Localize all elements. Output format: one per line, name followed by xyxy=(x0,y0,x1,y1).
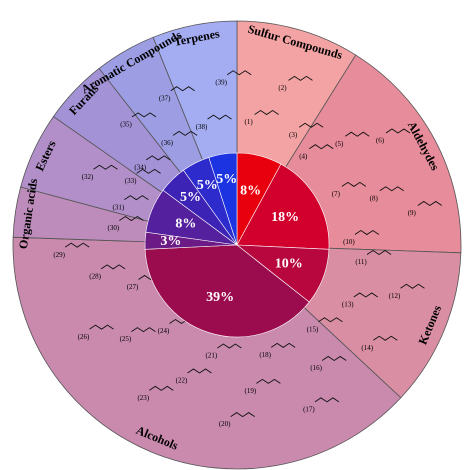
structure xyxy=(170,86,195,92)
compound-number: (19) xyxy=(245,387,257,395)
structure xyxy=(64,242,90,248)
structure xyxy=(136,168,161,174)
compound-number: (3) xyxy=(289,131,298,139)
compound-number: (35) xyxy=(120,120,132,128)
structure xyxy=(131,112,157,118)
pie-slice xyxy=(236,163,330,250)
pie-slice xyxy=(144,244,310,338)
value-label: 3% xyxy=(160,234,181,249)
compound-number: (27) xyxy=(127,283,139,291)
structure xyxy=(145,155,171,161)
structure xyxy=(400,283,425,289)
compound-number: (30) xyxy=(108,224,120,232)
structure xyxy=(366,249,392,256)
compound-number: (14) xyxy=(361,344,373,352)
compound-number: (36) xyxy=(161,139,173,147)
structure xyxy=(288,75,313,81)
compound-number: (21) xyxy=(206,352,218,360)
compound-number: (16) xyxy=(310,364,322,372)
structure xyxy=(93,164,118,170)
structure xyxy=(226,70,252,76)
structure xyxy=(385,128,411,134)
structure xyxy=(172,130,198,136)
compound-number: (4) xyxy=(299,152,308,160)
structure xyxy=(119,215,144,222)
compound-number: (20) xyxy=(219,420,231,428)
structure xyxy=(353,292,378,298)
compound-number: (34) xyxy=(134,164,146,172)
structure xyxy=(314,397,340,403)
compound-number: (18) xyxy=(259,351,271,359)
value-label: 5% xyxy=(197,178,218,193)
structure xyxy=(270,342,296,348)
compound-number: (7) xyxy=(332,190,341,198)
compound-number: (6) xyxy=(376,137,385,145)
structure xyxy=(298,122,324,128)
structure xyxy=(318,317,343,323)
structure xyxy=(187,368,212,374)
compound-number: (29) xyxy=(53,251,65,259)
compound-number: (23) xyxy=(137,394,149,402)
outer-sector xyxy=(12,236,402,470)
compound-number: (9) xyxy=(408,209,417,217)
compound-number: (17) xyxy=(303,405,315,413)
structure xyxy=(417,200,443,207)
value-label: 10% xyxy=(275,257,303,272)
structure xyxy=(207,114,232,120)
compound-number: (37) xyxy=(159,94,171,102)
pie xyxy=(144,152,330,338)
compound-number: (39) xyxy=(215,78,227,86)
compound-number: (33) xyxy=(125,177,137,185)
compound-number: (31) xyxy=(113,203,125,211)
structure xyxy=(321,355,347,362)
structure xyxy=(256,378,281,384)
value-label: 18% xyxy=(271,210,299,225)
value-label: 5% xyxy=(180,190,201,205)
compound-number: (2) xyxy=(278,84,287,92)
compound-number: (26) xyxy=(78,333,90,341)
compound-number: (24) xyxy=(158,327,170,335)
structure xyxy=(217,343,242,349)
compound-number: (32) xyxy=(82,173,94,181)
compound-number: (12) xyxy=(389,292,401,300)
compound-number: (28) xyxy=(89,273,101,281)
compound-number: (8) xyxy=(370,194,379,202)
structure xyxy=(149,385,174,391)
compound-number: (13) xyxy=(342,301,354,309)
compound-number: (11) xyxy=(355,258,367,266)
structure xyxy=(89,324,114,330)
structure xyxy=(230,412,255,418)
value-label: 39% xyxy=(206,290,234,305)
structure xyxy=(124,195,149,201)
compound-number: (25) xyxy=(120,335,132,343)
pie-slice xyxy=(208,152,238,246)
compound-number: (10) xyxy=(343,238,355,246)
value-label: 8% xyxy=(175,216,196,231)
structure xyxy=(372,335,398,341)
structure xyxy=(254,110,279,116)
structure xyxy=(131,327,156,333)
compound-number: (1) xyxy=(245,118,254,126)
structure xyxy=(345,131,370,137)
structure xyxy=(100,264,126,270)
value-label: 8% xyxy=(240,184,261,199)
value-label: 5% xyxy=(216,172,237,187)
structure xyxy=(354,229,380,236)
structure xyxy=(341,181,367,187)
structure xyxy=(309,144,334,150)
compound-number: (38) xyxy=(196,123,208,131)
compound-number: (15) xyxy=(307,325,319,333)
compound-number: (5) xyxy=(335,140,344,148)
compound-number: (22) xyxy=(176,377,188,385)
structure xyxy=(379,186,404,192)
